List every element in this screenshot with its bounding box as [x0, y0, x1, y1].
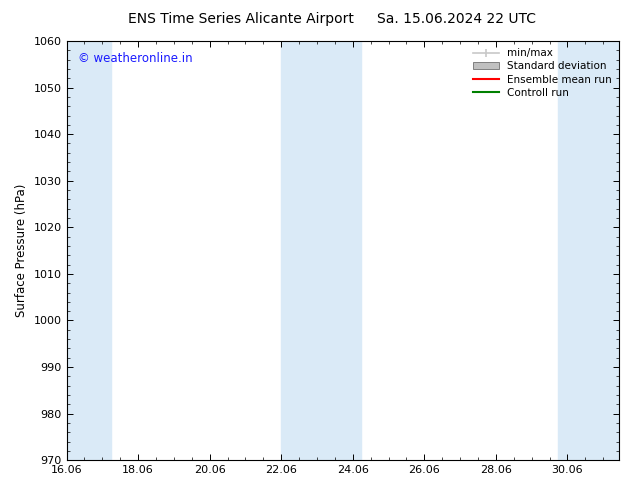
Text: Sa. 15.06.2024 22 UTC: Sa. 15.06.2024 22 UTC	[377, 12, 536, 26]
Bar	[281, 41, 361, 460]
Y-axis label: Surface Pressure (hPa): Surface Pressure (hPa)	[15, 184, 28, 318]
Legend: min/max, Standard deviation, Ensemble mean run, Controll run: min/max, Standard deviation, Ensemble me…	[469, 44, 616, 102]
Text: © weatheronline.in: © weatheronline.in	[77, 51, 192, 65]
Bar	[558, 41, 619, 460]
Text: ENS Time Series Alicante Airport: ENS Time Series Alicante Airport	[128, 12, 354, 26]
Bar	[67, 41, 111, 460]
